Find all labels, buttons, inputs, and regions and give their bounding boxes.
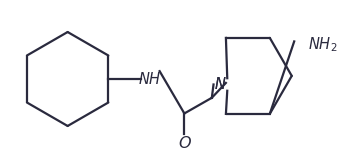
Text: N: N — [214, 77, 225, 92]
Text: O: O — [178, 136, 191, 151]
Text: NH: NH — [139, 72, 161, 86]
Text: N: N — [214, 77, 225, 92]
Text: NH$_2$: NH$_2$ — [308, 35, 337, 54]
